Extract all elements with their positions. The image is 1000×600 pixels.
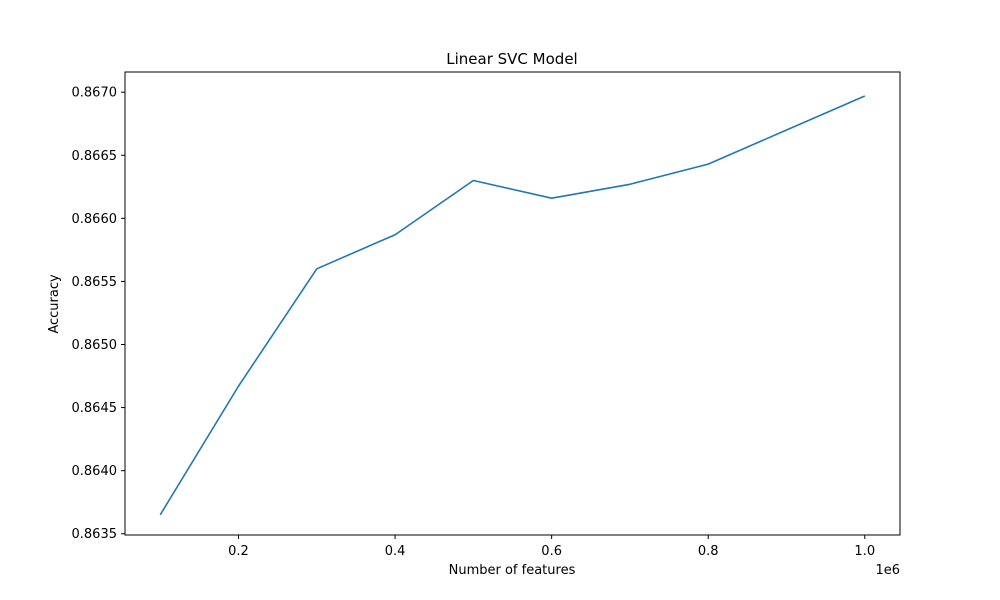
y-tick-label: 0.8670 xyxy=(72,86,118,101)
x-tick-label: 0.6 xyxy=(541,544,562,559)
y-tick-label: 0.8640 xyxy=(72,464,118,479)
y-tick-label: 0.8655 xyxy=(72,275,118,290)
x-axis-offset-label: 1e6 xyxy=(875,563,900,578)
x-tick-label: 0.2 xyxy=(228,544,249,559)
series-line xyxy=(159,95,866,516)
x-axis-ticks: 0.2 0.4 0.6 0.8 1.0 xyxy=(228,535,875,559)
plot-area xyxy=(124,71,901,536)
plot-frame xyxy=(124,71,901,536)
y-tick-label: 0.8665 xyxy=(72,149,118,164)
y-axis-ticks: 0.8635 0.8640 0.8645 0.8650 0.8655 0.8660 0.86… xyxy=(72,86,125,542)
x-axis-label: Number of features xyxy=(449,563,576,578)
x-tick-label: 0.8 xyxy=(698,544,719,559)
y-tick-label: 0.8645 xyxy=(72,401,118,416)
y-tick-label: 0.8660 xyxy=(72,212,118,227)
y-tick-label: 0.8635 xyxy=(72,527,118,542)
x-tick-label: 0.4 xyxy=(385,544,406,559)
x-tick-label: 1.0 xyxy=(854,544,875,559)
chart-title: Linear SVC Model xyxy=(446,50,577,68)
series-layer xyxy=(159,95,866,516)
y-axis-label: Accuracy xyxy=(47,274,62,334)
y-tick-label: 0.8650 xyxy=(72,338,118,353)
